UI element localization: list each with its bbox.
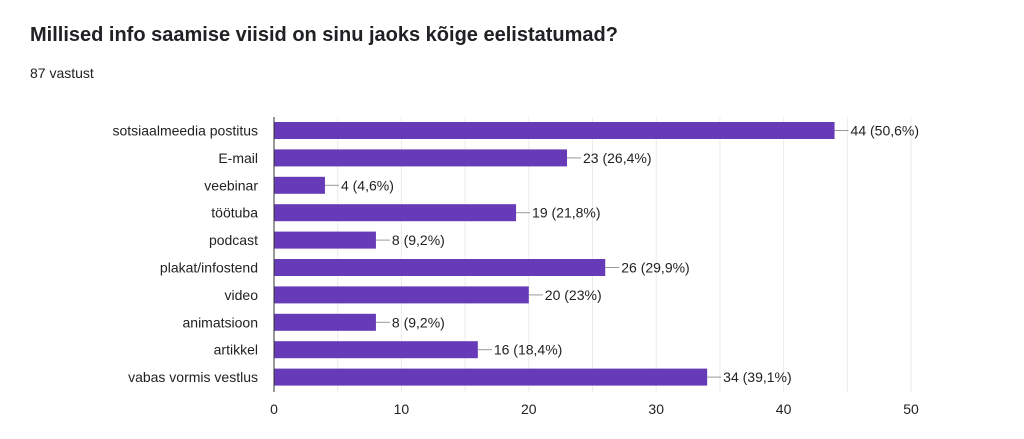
data-label: 19 (21,8%) xyxy=(532,205,600,221)
bar xyxy=(274,341,478,359)
bar xyxy=(274,204,517,222)
data-label: 8 (9,2%) xyxy=(392,232,445,248)
data-label: 8 (9,2%) xyxy=(392,314,445,330)
data-label: 44 (50,6%) xyxy=(851,123,919,139)
x-tick-label: 50 xyxy=(903,401,919,417)
category-label: plakat/infostend xyxy=(160,260,258,276)
category-label: vabas vormis vestlus xyxy=(128,369,258,385)
bar xyxy=(274,286,529,304)
x-tick-label: 40 xyxy=(776,401,792,417)
x-tick-label: 0 xyxy=(270,401,278,417)
bar xyxy=(274,231,376,249)
data-label: 20 (23%) xyxy=(545,287,602,303)
category-label: veebinar xyxy=(204,177,258,193)
bar xyxy=(274,259,606,276)
bar xyxy=(274,368,708,386)
data-label: 34 (39,1%) xyxy=(723,369,791,385)
x-tick-label: 30 xyxy=(648,401,664,417)
category-label: animatsioon xyxy=(183,314,259,330)
data-label: 26 (29,9%) xyxy=(621,260,689,276)
category-label: sotsiaalmeedia postitus xyxy=(112,123,258,139)
bar xyxy=(274,313,376,331)
data-label: 4 (4,6%) xyxy=(341,177,394,193)
question-title: Millised info saamise viisid on sinu jao… xyxy=(30,24,618,46)
x-tick-label: 20 xyxy=(521,401,537,417)
data-label: 23 (26,4%) xyxy=(583,150,651,166)
bar xyxy=(274,176,325,194)
bar xyxy=(274,149,568,167)
response-count: 87 vastust xyxy=(30,65,94,81)
category-label: podcast xyxy=(209,232,258,248)
category-label: video xyxy=(225,287,259,303)
category-label: E-mail xyxy=(218,150,258,166)
category-label: artikkel xyxy=(214,342,258,358)
data-label: 16 (18,4%) xyxy=(494,342,562,358)
bar xyxy=(274,122,835,139)
category-label: töötuba xyxy=(211,205,258,221)
x-tick-label: 10 xyxy=(394,401,410,417)
